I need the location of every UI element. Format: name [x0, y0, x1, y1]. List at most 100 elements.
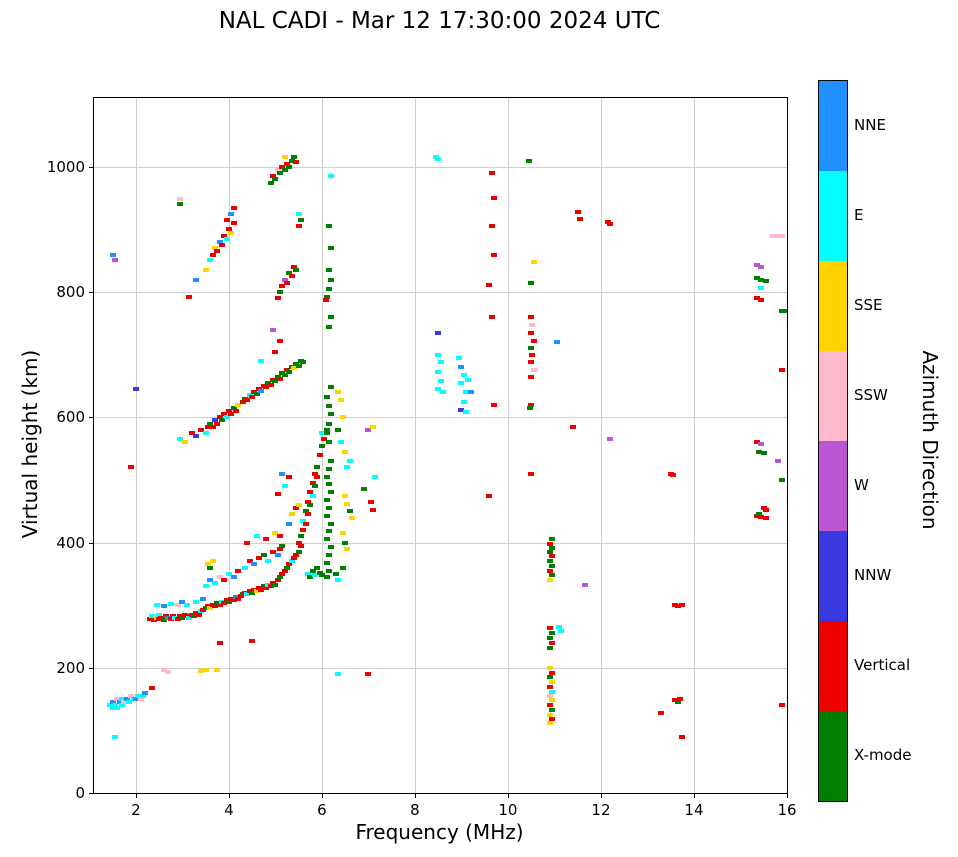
data-point-e	[346, 459, 353, 464]
data-point-vertical	[267, 584, 274, 589]
data-point-x-mode	[284, 565, 291, 570]
data-point-e	[335, 672, 342, 677]
data-point-e	[223, 236, 230, 241]
data-point-vertical	[221, 233, 228, 238]
data-point-x-mode	[328, 385, 335, 390]
data-point-vertical	[249, 638, 256, 643]
x-tick	[228, 794, 230, 798]
data-point-x-mode	[674, 700, 681, 705]
data-point-vertical	[221, 578, 228, 583]
colorbar-segment-w	[819, 441, 847, 531]
data-point-vertical	[235, 596, 242, 601]
gridline-y	[94, 166, 787, 168]
data-point-vertical	[365, 672, 372, 677]
data-point-ssw	[137, 697, 144, 702]
colorbar-category-label: X-mode	[854, 746, 912, 764]
data-point-vertical	[246, 559, 253, 564]
data-point-e	[465, 377, 472, 382]
data-point-vertical	[235, 568, 242, 573]
data-point-vertical	[546, 541, 553, 546]
data-point-e	[202, 430, 209, 435]
plot-area	[93, 97, 788, 794]
data-point-vertical	[209, 424, 216, 429]
data-point-nne	[109, 700, 116, 705]
data-point-w	[758, 265, 765, 270]
data-point-x-mode	[339, 565, 346, 570]
data-point-vertical	[300, 528, 307, 533]
data-point-x-mode	[225, 600, 232, 605]
data-point-x-mode	[756, 511, 763, 516]
gridline-x	[787, 98, 788, 793]
data-point-e	[463, 390, 470, 395]
data-point-e	[328, 174, 335, 179]
data-point-vertical	[258, 587, 265, 592]
data-point-vertical	[197, 427, 204, 432]
data-point-x-mode	[316, 570, 323, 575]
data-point-nne	[228, 211, 235, 216]
data-point-e	[304, 571, 311, 576]
data-point-vertical	[367, 499, 374, 504]
data-point-vertical	[304, 499, 311, 504]
data-point-x-mode	[328, 459, 335, 464]
data-point-x-mode	[207, 565, 214, 570]
y-tick-label: 0	[75, 784, 85, 802]
data-point-e	[186, 615, 193, 620]
data-point-sse	[214, 667, 221, 672]
data-point-e	[758, 286, 765, 291]
data-point-vertical	[295, 224, 302, 229]
colorbar-category-label: NNW	[854, 566, 892, 584]
data-point-nne	[230, 574, 237, 579]
data-point-sse	[197, 668, 204, 673]
y-tick	[89, 166, 93, 168]
colorbar-category-label: Vertical	[854, 656, 911, 674]
data-point-vertical	[677, 697, 684, 702]
data-point-ssw	[121, 700, 128, 705]
data-point-x-mode	[328, 412, 335, 417]
data-point-e	[549, 689, 556, 694]
data-point-x-mode	[281, 168, 288, 172]
data-point-x-mode	[756, 449, 763, 454]
data-point-vertical	[263, 585, 270, 590]
data-point-vertical	[284, 280, 291, 285]
data-point-vertical	[239, 399, 246, 404]
data-point-vertical	[293, 553, 300, 558]
x-tick-label: 2	[131, 801, 141, 819]
gridline-y	[94, 793, 787, 794]
data-point-e	[139, 693, 146, 698]
data-point-vertical	[314, 474, 321, 479]
data-point-sse	[202, 667, 209, 672]
data-point-vertical	[263, 537, 270, 542]
data-point-vertical	[607, 222, 614, 227]
data-point-vertical	[763, 515, 770, 520]
data-point-vertical	[528, 402, 535, 407]
data-point-e	[258, 358, 265, 363]
data-point-e	[435, 387, 442, 392]
data-point-vertical	[528, 375, 535, 380]
y-tick-label: 1000	[46, 157, 85, 176]
data-point-vertical	[528, 315, 535, 320]
data-point-x-mode	[546, 549, 553, 554]
data-point-e	[344, 465, 351, 470]
data-point-ssw	[274, 168, 281, 172]
data-point-vertical	[274, 578, 281, 583]
data-point-vertical	[293, 159, 300, 164]
data-point-e	[156, 612, 163, 617]
data-point-nne	[109, 252, 116, 257]
data-point-nnw	[435, 330, 442, 335]
data-point-sse	[181, 440, 188, 445]
data-point-x-mode	[549, 545, 556, 550]
data-point-e	[281, 484, 288, 489]
data-point-x-mode	[160, 617, 167, 622]
data-point-x-mode	[286, 271, 293, 276]
gridline-x	[600, 98, 602, 793]
data-point-sse	[204, 562, 211, 567]
data-point-ssw	[779, 233, 786, 238]
data-point-e	[337, 440, 344, 445]
data-point-sse	[211, 246, 218, 251]
data-point-w	[111, 257, 118, 262]
data-point-x-mode	[325, 286, 332, 291]
data-point-vertical	[528, 330, 535, 335]
data-point-vertical	[549, 717, 556, 722]
data-point-e	[318, 430, 325, 435]
data-point-nnw	[211, 418, 218, 423]
